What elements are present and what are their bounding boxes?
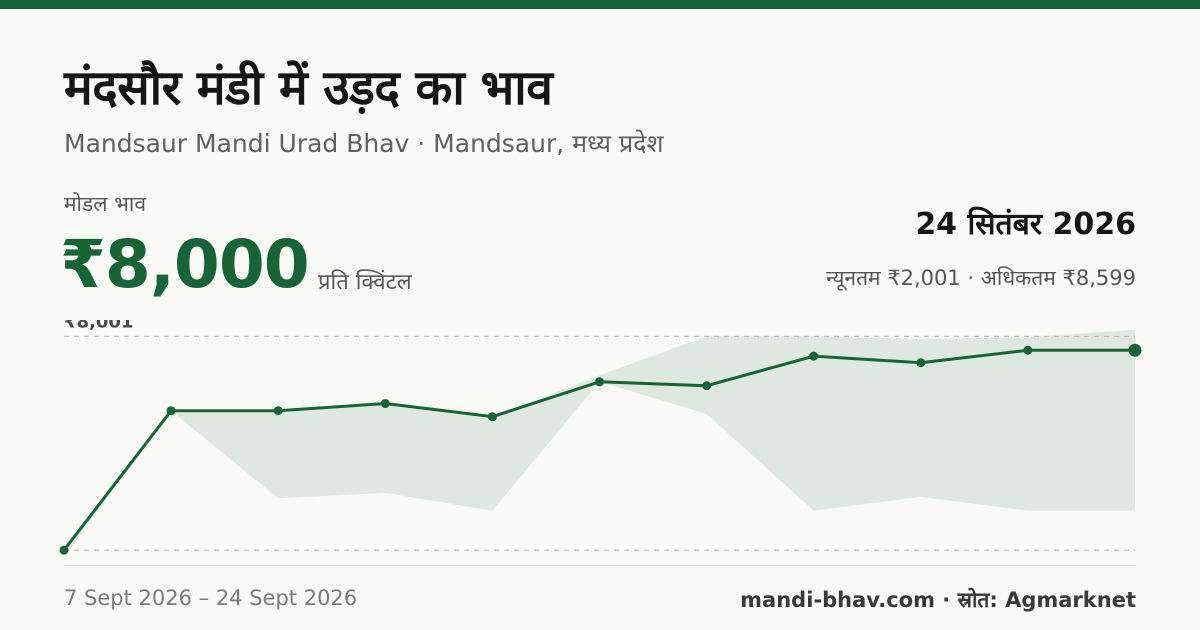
footer-date-range: 7 Sept 2026 – 24 Sept 2026 — [64, 586, 358, 610]
price-point — [1023, 345, 1033, 355]
price-point — [595, 377, 604, 387]
page-title: मंदसौर मंडी में उड़द का भाव — [64, 60, 553, 116]
latest-price-point — [1128, 343, 1142, 357]
min-max-band-layer — [64, 329, 1135, 557]
price-point — [809, 351, 819, 361]
price-point — [487, 412, 497, 422]
modal-price-value: ₹8,000 — [60, 226, 310, 303]
page-subtitle: Mandsaur Mandi Urad Bhav · Mandsaur, मध्… — [64, 129, 664, 158]
price-date: 24 सितंबर 2026 — [915, 207, 1136, 242]
footer-source: mandi-bhav.com · स्रोत: Agmarknet — [740, 588, 1136, 612]
price-point — [59, 545, 69, 555]
min-max-band — [64, 329, 1135, 557]
reference-lines-layer — [64, 335, 1135, 551]
footer-divider — [64, 565, 1136, 566]
price-line-layer — [59, 343, 1142, 555]
top-accent-bar — [0, 0, 1200, 9]
y-tick-label: ₹8,001 — [64, 320, 133, 332]
price-point — [380, 399, 390, 409]
price-point — [916, 358, 926, 368]
price-point — [702, 381, 712, 391]
price-trend-chart: ₹8,001₹4,750 — [59, 320, 1142, 557]
price-point — [166, 406, 176, 416]
min-max-range: न्यूनतम ₹2,001 · अधिकतम ₹8,599 — [826, 266, 1136, 290]
price-point — [273, 406, 283, 416]
modal-price-label: मोडल भाव — [64, 192, 147, 216]
y-tick-labels-layer: ₹8,001₹4,750 — [64, 320, 133, 332]
price-unit: प्रति क्विंटल — [318, 270, 412, 295]
